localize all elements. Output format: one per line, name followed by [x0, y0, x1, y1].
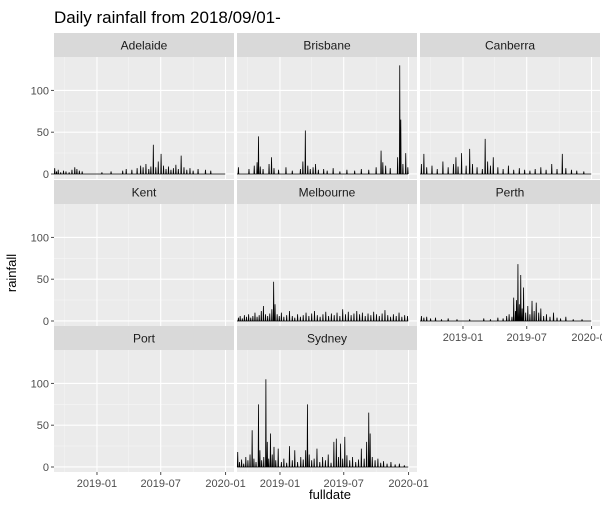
x-tick-label: 2019-01 [77, 478, 117, 490]
facet-label-canberra: Canberra [485, 39, 535, 53]
facet-strip-adelaide [54, 33, 234, 57]
facets-layer: Adelaide 0 50 100 Brisbane Canberra Kent 0 50 100… [31, 33, 602, 490]
facet-strip-melbourne [237, 180, 417, 204]
x-tick-label: 2019-07 [507, 332, 547, 344]
y-tick-label: 0 [43, 169, 49, 181]
facet-strip-kent [54, 180, 234, 204]
x-tick-label: 2019-01 [260, 478, 300, 490]
facet-strip-port [54, 326, 234, 350]
facet-kent: Kent 0 50 100 [31, 180, 234, 328]
panel-background-melbourne [237, 204, 417, 326]
facet-label-perth: Perth [496, 186, 525, 200]
facet-label-adelaide: Adelaide [121, 39, 168, 53]
series-line-melbourne [236, 281, 409, 322]
facet-canberra: Canberra [419, 33, 600, 179]
panel-background-sydney [237, 350, 417, 472]
facet-label-brisbane: Brisbane [303, 39, 351, 53]
y-tick-label: 0 [43, 316, 49, 328]
facet-strip-perth [420, 180, 600, 204]
panel-background-port [54, 350, 234, 472]
panel-background-canberra [420, 57, 600, 179]
x-tick-label: 2019-07 [324, 478, 364, 490]
series-line-canberra [419, 138, 592, 175]
facet-port: Port 0 50 100 2019-01 2019-07 2020-01 [31, 326, 246, 490]
x-tick-label: 2020-01 [205, 478, 245, 490]
facet-strip-canberra [420, 33, 600, 57]
facet-strip-sydney [237, 326, 417, 350]
y-tick-label: 0 [43, 462, 49, 474]
y-tick-label: 50 [37, 420, 49, 432]
facet-adelaide: Adelaide 0 50 100 [31, 33, 234, 181]
y-tick-label: 50 [37, 127, 49, 139]
panel-background-kent [54, 204, 234, 326]
y-tick-label: 100 [31, 378, 49, 390]
x-axis-title: fulldate [309, 487, 351, 502]
panel-background-brisbane [237, 57, 417, 179]
x-tick-label: 2020-01 [388, 478, 428, 490]
facet-strip-brisbane [237, 33, 417, 57]
facet-label-sydney: Sydney [307, 332, 347, 346]
series-line-adelaide [53, 144, 226, 175]
facet-label-melbourne: Melbourne [299, 186, 356, 200]
y-axis-title: rainfall [4, 254, 19, 292]
y-tick-label: 100 [31, 85, 49, 97]
chart-title: Daily rainfall from 2018/09/01- [54, 8, 281, 27]
x-tick-label: 2020-01 [571, 332, 602, 344]
facet-label-port: Port [133, 332, 156, 346]
y-tick-label: 50 [37, 274, 49, 286]
series-line-sydney [236, 379, 409, 468]
facet-melbourne: Melbourne [236, 180, 417, 326]
series-line-brisbane [236, 65, 409, 175]
facet-label-kent: Kent [132, 186, 157, 200]
x-tick-label: 2019-01 [443, 332, 483, 344]
x-tick-label: 2019-07 [141, 478, 181, 490]
series-line-perth [419, 264, 592, 322]
panel-background-adelaide [54, 57, 234, 179]
facet-brisbane: Brisbane [236, 33, 417, 179]
panel-background-perth [420, 204, 600, 326]
facet-perth: Perth 2019-01 2019-07 2020-01 [419, 180, 602, 344]
y-tick-label: 100 [31, 232, 49, 244]
facet-sydney: Sydney 2019-01 2019-07 2020-01 [236, 326, 429, 490]
